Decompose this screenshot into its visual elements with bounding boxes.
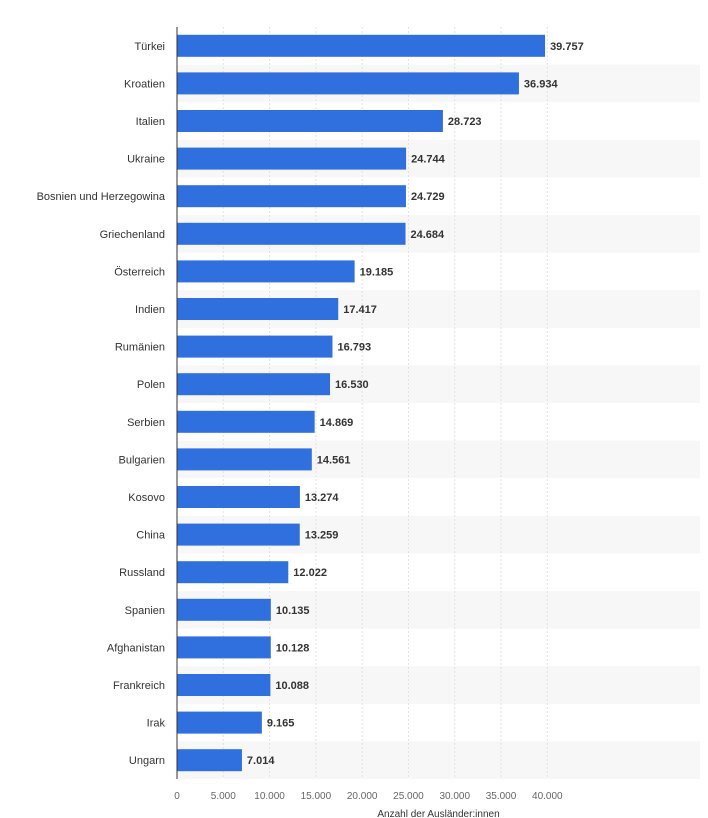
x-tick-label: 35.000 [486, 791, 517, 802]
category-label: Österreich [114, 266, 165, 278]
data-label: 13.274 [305, 492, 340, 504]
data-label: 24.744 [411, 154, 446, 166]
bar [177, 298, 339, 320]
category-label: Kosovo [128, 492, 165, 504]
category-label: Bosnien und Herzegowina [37, 191, 166, 203]
data-label: 9.165 [267, 718, 295, 730]
x-axis-title: Anzahl der Ausländer:innen [377, 809, 499, 818]
data-label: 10.135 [276, 605, 310, 617]
category-label: Indien [135, 304, 165, 316]
x-tick-label: 25.000 [393, 791, 424, 802]
category-label: Russland [119, 567, 165, 579]
data-label: 16.793 [337, 342, 371, 354]
category-label: Ungarn [129, 755, 165, 767]
x-tick-label: 0 [174, 791, 180, 802]
category-label: Griechenland [100, 229, 165, 241]
category-label: Spanien [125, 605, 165, 617]
data-label: 10.128 [276, 642, 310, 654]
x-tick-label: 20.000 [347, 791, 378, 802]
data-label: 14.869 [320, 417, 354, 429]
data-label: 24.729 [411, 191, 445, 203]
bar [177, 448, 312, 471]
category-labels: Türkei Kroatien Italien Ukraine Bosnien und … [37, 41, 166, 767]
data-label: 19.185 [360, 266, 394, 278]
category-label: Afghanistan [107, 642, 165, 654]
category-label: Polen [137, 379, 165, 391]
bar [177, 636, 271, 659]
data-label: 39.757 [550, 41, 584, 53]
data-label: 17.417 [343, 304, 377, 316]
category-label: Rumänien [115, 342, 165, 354]
category-label: Serbien [127, 417, 165, 429]
bar [177, 110, 443, 132]
x-tick-label: 5.000 [211, 791, 236, 802]
data-label: 24.684 [411, 229, 446, 241]
category-label: Kroatien [124, 78, 165, 90]
data-label: 16.530 [335, 379, 369, 391]
bar [177, 674, 271, 696]
bar [177, 222, 406, 245]
category-label: Bulgarien [119, 454, 165, 466]
data-label: 28.723 [448, 116, 482, 128]
bar [177, 561, 289, 584]
category-label: China [136, 530, 166, 542]
data-label: 13.259 [305, 530, 339, 542]
bar [177, 486, 300, 508]
category-label: Ukraine [127, 154, 165, 166]
x-tick-labels: 0 5.000 10.000 15.000 20.000 25.000 30.000 35.0… [174, 791, 563, 802]
data-label: 36.934 [524, 78, 559, 90]
bar [177, 335, 333, 358]
x-tick-label: 40.000 [532, 791, 563, 802]
bar [177, 410, 315, 433]
category-label: Irak [147, 718, 166, 730]
bar [177, 711, 262, 734]
data-label: 12.022 [293, 567, 327, 579]
bar [177, 34, 546, 57]
x-tick-label: 30.000 [439, 791, 470, 802]
bar [177, 598, 271, 621]
bar [177, 185, 406, 208]
category-label: Frankreich [113, 680, 165, 692]
bars [177, 34, 546, 772]
bar [177, 72, 519, 95]
bar [177, 373, 331, 396]
value-labels: 39.757 36.934 28.723 24.744 24.729 24.684 19.1… [247, 41, 584, 767]
category-label: Italien [136, 116, 165, 128]
data-label: 7.014 [247, 755, 275, 767]
data-label: 14.561 [317, 454, 351, 466]
bar [177, 260, 355, 283]
category-label: Türkei [134, 41, 165, 53]
data-label: 10.088 [275, 680, 309, 692]
bar [177, 523, 300, 546]
bar [177, 147, 407, 170]
bar [177, 749, 242, 772]
x-tick-label: 15.000 [301, 791, 332, 802]
row-stripe [177, 741, 700, 779]
x-tick-label: 10.000 [254, 791, 285, 802]
